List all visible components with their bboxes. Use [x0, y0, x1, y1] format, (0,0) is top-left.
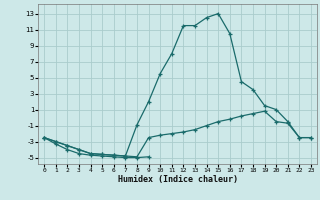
X-axis label: Humidex (Indice chaleur): Humidex (Indice chaleur) [118, 175, 238, 184]
